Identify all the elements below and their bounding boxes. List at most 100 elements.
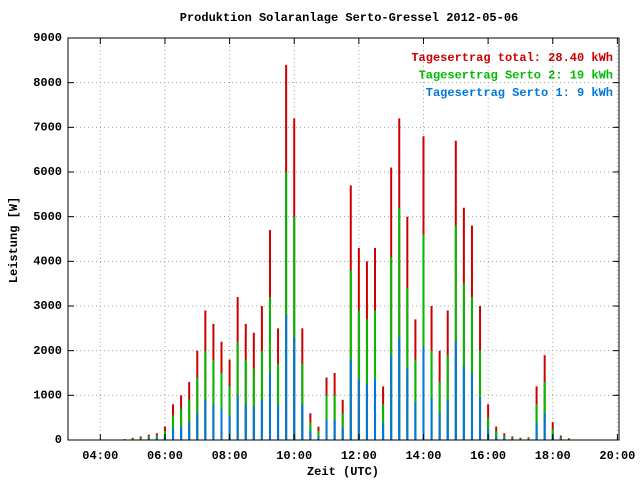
- bar: [414, 359, 417, 440]
- bar: [406, 288, 409, 440]
- bar: [325, 419, 328, 440]
- bar: [277, 364, 280, 440]
- y-tick-label: 0: [55, 433, 62, 447]
- x-axis-label: Zeit (UTC): [307, 465, 379, 479]
- x-tick-label: 16:00: [470, 449, 506, 463]
- bar: [228, 386, 231, 440]
- bar: [147, 438, 150, 440]
- bar: [155, 435, 158, 440]
- bar: [438, 381, 441, 440]
- bar: [333, 419, 336, 440]
- bar: [204, 350, 207, 440]
- y-tick-label: 2000: [33, 344, 62, 358]
- bar: [438, 413, 441, 440]
- y-tick-label: 7000: [33, 121, 62, 135]
- bar: [511, 438, 514, 440]
- bar: [454, 225, 457, 440]
- y-tick-label: 4000: [33, 255, 62, 269]
- y-tick-label: 8000: [33, 76, 62, 90]
- y-tick-label: 1000: [33, 389, 62, 403]
- chart-title: Produktion Solaranlage Serto-Gressel 201…: [180, 11, 518, 25]
- bar: [196, 377, 199, 440]
- bar: [301, 364, 304, 440]
- bar: [309, 431, 312, 440]
- bar: [543, 381, 546, 440]
- bar: [349, 359, 352, 440]
- bar: [285, 172, 288, 440]
- bar: [220, 373, 223, 440]
- x-tick-label: 10:00: [276, 449, 312, 463]
- bar: [406, 368, 409, 440]
- bar: [430, 350, 433, 440]
- bar: [220, 408, 223, 440]
- bar: [147, 436, 150, 440]
- bar: [260, 350, 263, 440]
- bar: [236, 341, 239, 440]
- bar: [479, 397, 482, 440]
- bar: [559, 438, 562, 440]
- bar: [180, 408, 183, 440]
- legend-entry: Tagesertrag Serto 2: 19 kWh: [419, 69, 613, 83]
- bar: [172, 415, 175, 440]
- bar: [446, 399, 449, 440]
- bar: [365, 384, 368, 440]
- bar: [188, 422, 191, 440]
- bar: [398, 207, 401, 440]
- legend-entry: Tagesertrag total: 28.40 kWh: [411, 51, 613, 65]
- bar: [495, 431, 498, 440]
- bar: [268, 297, 271, 440]
- bar: [390, 256, 393, 440]
- bar: [422, 346, 425, 440]
- bar: [341, 413, 344, 440]
- bar: [236, 395, 239, 440]
- bar: [462, 366, 465, 440]
- bar: [495, 435, 498, 440]
- bar: [382, 404, 385, 440]
- bar: [317, 431, 320, 440]
- bar: [503, 435, 506, 440]
- bar: [139, 437, 142, 440]
- bar: [357, 310, 360, 440]
- bar: [543, 413, 546, 440]
- legend-entry: Tagesertrag Serto 1: 9 kWh: [426, 86, 613, 100]
- bar: [357, 379, 360, 440]
- x-tick-label: 06:00: [147, 449, 183, 463]
- bar: [365, 319, 368, 440]
- bar: [155, 437, 158, 440]
- bar: [260, 399, 263, 440]
- y-tick-label: 9000: [33, 31, 62, 45]
- bar: [374, 379, 377, 440]
- y-axis-label: Leistung [W]: [7, 197, 21, 283]
- bar: [470, 373, 473, 440]
- bar: [503, 437, 506, 440]
- bar: [487, 417, 490, 440]
- bar: [479, 350, 482, 440]
- x-tick-label: 12:00: [341, 449, 377, 463]
- x-tick-label: 14:00: [405, 449, 441, 463]
- bar: [309, 422, 312, 440]
- bar: [285, 314, 288, 440]
- bar: [325, 395, 328, 440]
- y-tick-label: 5000: [33, 210, 62, 224]
- bar: [252, 368, 255, 440]
- axes: 0 1000 2000 3000 4000 5000 6000 7000 8000 9000 04:…: [33, 31, 635, 463]
- y-tick-label: 3000: [33, 299, 62, 313]
- bar: [422, 234, 425, 440]
- bar: [430, 397, 433, 440]
- bar: [454, 341, 457, 440]
- bars: [123, 64, 578, 441]
- bar: [244, 404, 247, 440]
- bar: [535, 404, 538, 440]
- bar: [293, 337, 296, 440]
- bar: [390, 355, 393, 440]
- bar: [268, 373, 271, 440]
- bar: [535, 423, 538, 440]
- bar: [180, 426, 183, 440]
- x-tick-label: 18:00: [535, 449, 571, 463]
- bar: [204, 399, 207, 440]
- bar: [196, 413, 199, 440]
- bar: [333, 395, 336, 440]
- x-tick-label: 20:00: [599, 449, 635, 463]
